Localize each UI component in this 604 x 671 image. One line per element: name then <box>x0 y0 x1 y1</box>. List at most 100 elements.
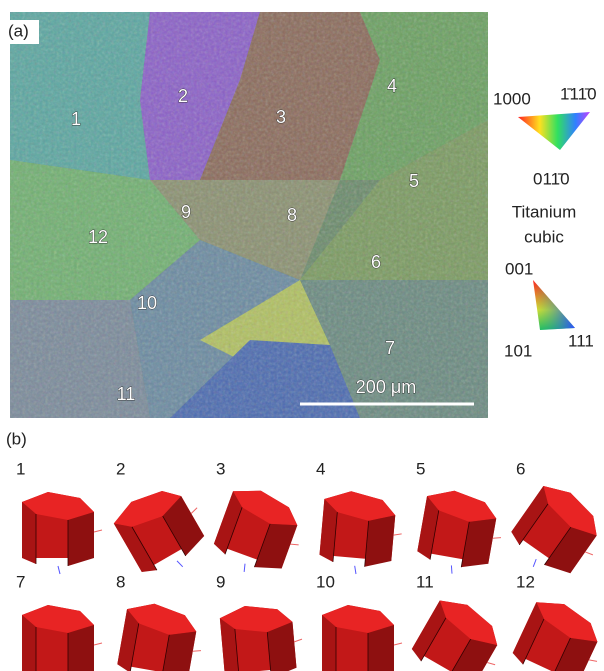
crystal-edge <box>129 623 140 671</box>
crystal-axis <box>57 565 61 575</box>
crystal-label: 12 <box>516 572 535 591</box>
crystal-face <box>254 523 298 569</box>
grain-label: 3 <box>276 107 286 127</box>
grain-label: 11 <box>117 384 136 404</box>
crystal-axis <box>532 558 537 568</box>
crystal-label: 10 <box>316 572 335 591</box>
crystal <box>113 491 205 572</box>
grain-label: 8 <box>287 205 297 225</box>
crystal-edge <box>254 523 271 568</box>
crystal-face <box>551 637 598 671</box>
crystal-face <box>113 491 182 527</box>
crystal-axis <box>393 642 403 646</box>
crystal-edge <box>162 515 187 557</box>
crystal-axis <box>588 659 598 662</box>
crystal-face <box>22 615 36 671</box>
crystal-face <box>536 602 598 642</box>
legend-label: Titanium <box>512 202 577 221</box>
crystal-label: 1 <box>16 459 25 478</box>
crystal-edge <box>266 632 272 671</box>
grain-label: 10 <box>137 293 157 313</box>
crystal-face <box>427 490 497 522</box>
legend-label: 1̄11̄0 <box>560 84 597 103</box>
scale-bar-label: 200 μm <box>356 377 416 397</box>
crystal-face <box>417 496 439 560</box>
panel-label: (b) <box>6 429 27 448</box>
crystal-face <box>322 615 336 671</box>
crystal <box>512 602 598 671</box>
crystal-face <box>439 600 498 646</box>
grain-label: 2 <box>178 86 188 106</box>
crystal-face <box>447 639 498 671</box>
crystal-face <box>322 605 394 633</box>
grain-label: 1 <box>71 109 81 129</box>
crystal-axis <box>190 507 198 514</box>
crystal-axis <box>290 543 299 546</box>
crystal-edge <box>234 628 240 671</box>
label-box <box>5 20 39 44</box>
crystal-face <box>127 603 197 635</box>
crystal-face <box>219 606 293 633</box>
crystal-face <box>233 490 298 526</box>
crystal-edge <box>224 507 243 555</box>
crystal-face <box>161 631 197 671</box>
crystal-face <box>113 523 157 572</box>
crystal-face <box>22 502 36 564</box>
crystal-face <box>22 492 94 520</box>
crystal-edge <box>364 520 370 567</box>
crystal-axis <box>492 537 502 539</box>
grain-label: 4 <box>387 76 397 96</box>
crystal-face <box>162 496 205 556</box>
crystal-face <box>22 605 94 633</box>
crystal-face <box>68 512 94 566</box>
crystal-face <box>364 515 396 567</box>
crystal-edge <box>460 521 470 568</box>
crystal-edge <box>332 512 338 562</box>
crystal-label: 8 <box>116 572 125 591</box>
legend-label: 101 <box>504 341 532 360</box>
grain-label: 9 <box>181 202 191 222</box>
crystal-label: 6 <box>516 459 525 478</box>
crystal-axis <box>354 565 357 575</box>
crystal-axis <box>243 563 246 572</box>
crystal-edge <box>420 617 447 662</box>
crystal <box>22 605 103 671</box>
crystal-edge <box>550 637 571 671</box>
crystal-face <box>512 602 544 665</box>
crystal <box>213 490 299 572</box>
crystal-axis <box>294 638 303 643</box>
crystal-face <box>68 625 94 671</box>
crystal-axis <box>585 551 594 556</box>
legend-label: 1000 <box>493 89 531 108</box>
crystal-label: 9 <box>216 572 225 591</box>
crystal-face <box>219 618 240 671</box>
crystal-axis <box>393 533 402 536</box>
crystal-edge <box>522 618 545 665</box>
crystal-face <box>461 518 497 568</box>
crystal-face <box>213 491 243 555</box>
crystal-face <box>544 527 597 574</box>
grain-label: 7 <box>385 338 395 358</box>
crystal-face <box>267 621 297 671</box>
grain-label: 6 <box>371 252 381 272</box>
crystal-label: 11 <box>416 572 434 591</box>
crystal <box>319 491 402 575</box>
crystal-edge <box>447 638 472 671</box>
legend-label: 111 <box>568 331 594 350</box>
crystal-face <box>117 609 139 671</box>
crystal-label: 4 <box>316 459 325 478</box>
legend-label: cubic <box>524 227 564 246</box>
crystal <box>219 606 303 671</box>
crystal-axis <box>93 529 103 533</box>
crystal <box>417 490 502 574</box>
hex-ipf-key <box>518 112 590 150</box>
legend-label: 001 <box>505 259 533 278</box>
crystal-label: 7 <box>16 572 25 591</box>
crystal-axis <box>450 565 453 574</box>
grain-label: 5 <box>409 171 419 191</box>
crystal-edge <box>544 526 572 566</box>
crystal <box>411 600 498 671</box>
cubic-ipf-key <box>533 280 575 330</box>
crystal-face <box>368 625 394 671</box>
